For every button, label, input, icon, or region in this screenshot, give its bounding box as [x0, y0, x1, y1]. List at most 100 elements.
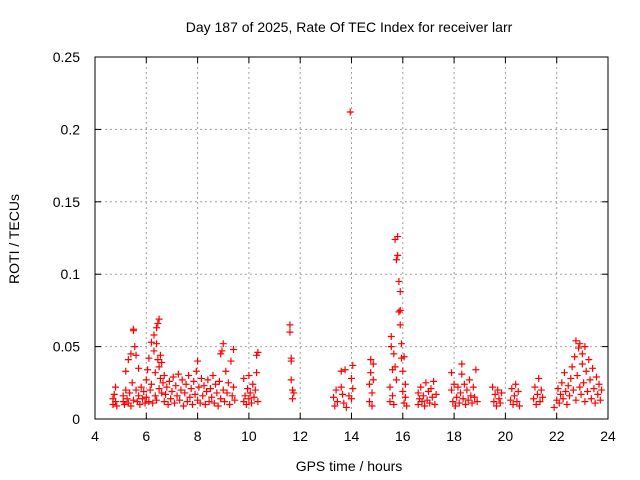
data-point-plus-marker: [389, 392, 397, 400]
x-axis-label: GPS time / hours: [296, 458, 403, 474]
y-tick-label: 0.05: [53, 339, 80, 355]
data-point-plus-marker: [422, 379, 430, 387]
data-point-plus-marker: [595, 380, 603, 388]
data-point-plus-marker: [473, 398, 481, 406]
data-point-plus-marker: [530, 395, 538, 403]
x-tick-label: 24: [600, 428, 616, 444]
data-point-plus-marker: [349, 385, 357, 393]
data-point-plus-marker: [342, 403, 350, 411]
data-point-plus-marker: [572, 396, 580, 404]
data-point-plus-marker: [533, 390, 541, 398]
data-point-plus-marker: [249, 380, 257, 388]
data-point-plus-marker: [149, 399, 157, 407]
data-point-plus-marker: [398, 340, 406, 348]
data-point-plus-marker: [457, 389, 465, 397]
data-point-plus-marker: [581, 343, 589, 351]
data-point-plus-marker: [122, 367, 130, 375]
data-point-plus-marker: [142, 376, 150, 384]
data-point-plus-marker: [222, 367, 230, 375]
data-point-plus-marker: [240, 374, 248, 382]
data-point-plus-marker: [365, 398, 373, 406]
data-point-plus-marker: [287, 376, 295, 384]
data-point-plus-marker: [403, 402, 411, 410]
data-point-plus-marker: [187, 385, 195, 393]
data-point-plus-marker: [401, 393, 409, 401]
data-point-plus-marker: [129, 396, 137, 404]
data-point-plus-marker: [340, 399, 348, 407]
data-point-plus-marker: [210, 399, 218, 407]
data-point-plus-marker: [401, 380, 409, 388]
data-point-plus-marker: [171, 399, 179, 407]
data-point-plus-marker: [451, 402, 459, 410]
data-point-plus-marker: [395, 308, 403, 316]
data-point-plus-marker: [341, 366, 349, 374]
data-point-plus-marker: [346, 108, 354, 116]
data-point-plus-marker: [581, 398, 589, 406]
data-point-plus-marker: [566, 392, 574, 400]
x-tick-label: 22: [549, 428, 565, 444]
data-point-plus-marker: [332, 386, 340, 394]
data-point-plus-marker: [536, 398, 544, 406]
data-point-plus-marker: [394, 233, 402, 241]
grid: [95, 57, 608, 419]
data-point-plus-marker: [395, 277, 403, 285]
data-point-plus-marker: [163, 383, 171, 391]
data-point-plus-marker: [557, 390, 565, 398]
data-point-plus-marker: [203, 387, 211, 395]
data-point-plus-marker: [182, 380, 190, 388]
data-point-plus-marker: [154, 319, 162, 327]
data-point-plus-marker: [214, 402, 222, 410]
data-point-plus-marker: [197, 374, 205, 382]
data-point-plus-marker: [555, 399, 563, 407]
data-point-plus-marker: [448, 386, 456, 394]
data-point-plus-marker: [183, 398, 191, 406]
data-point-plus-marker: [112, 398, 120, 406]
data-point-plus-marker: [339, 390, 347, 398]
data-point-plus-marker: [554, 385, 562, 393]
data-point-plus-marker: [196, 399, 204, 407]
data-point-plus-marker: [290, 389, 298, 397]
data-point-plus-marker: [472, 366, 480, 374]
data-point-plus-marker: [178, 376, 186, 384]
x-tick-label: 6: [142, 428, 150, 444]
data-point-plus-marker: [199, 392, 207, 400]
data-point-plus-marker: [507, 396, 515, 404]
data-point-plus-marker: [367, 356, 375, 364]
data-point-plus-marker: [464, 396, 472, 404]
data-point-plus-marker: [155, 385, 163, 393]
y-tick-label: 0.25: [53, 49, 80, 65]
axis-ticks: 4 6 8 10 12 14 16 18 20 22 24 0 0.05 0.1 0.15 0.2 0.25: [53, 49, 616, 444]
data-point-plus-marker: [186, 393, 194, 401]
data-point-plus-marker: [254, 348, 262, 356]
data-point-plus-marker: [571, 353, 579, 361]
data-point-plus-marker: [459, 395, 467, 403]
data-point-plus-marker: [251, 386, 259, 394]
data-point-plus-marker: [179, 402, 187, 410]
data-point-plus-marker: [123, 395, 131, 403]
data-point-plus-marker: [333, 398, 341, 406]
data-point-plus-marker: [496, 399, 504, 407]
data-point-plus-marker: [414, 401, 422, 409]
data-point-plus-marker: [576, 383, 584, 391]
data-point-plus-marker: [428, 393, 436, 401]
data-point-plus-marker: [559, 395, 567, 403]
data-point-plus-marker: [150, 331, 158, 339]
data-point-plus-marker: [419, 392, 427, 400]
data-point-plus-marker: [460, 380, 468, 388]
data-point-plus-marker: [330, 393, 338, 401]
data-point-plus-marker: [462, 401, 470, 409]
data-point-plus-marker: [204, 376, 212, 384]
data-point-plus-marker: [369, 376, 377, 384]
data-point-plus-marker: [168, 387, 176, 395]
data-point-plus-marker: [396, 288, 404, 296]
data-point-plus-marker: [286, 321, 294, 329]
data-point-plus-marker: [195, 383, 203, 391]
data-point-plus-marker: [138, 395, 146, 403]
data-point-plus-marker: [215, 377, 223, 385]
data-point-plus-marker: [399, 367, 407, 375]
data-point-plus-marker: [365, 380, 373, 388]
data-point-plus-marker: [129, 325, 137, 333]
data-point-plus-marker: [190, 377, 198, 385]
data-point-plus-marker: [368, 389, 376, 397]
